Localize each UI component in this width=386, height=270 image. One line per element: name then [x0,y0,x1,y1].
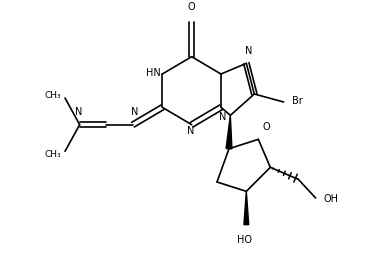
Polygon shape [226,115,232,149]
Text: N: N [130,107,138,117]
Text: CH₃: CH₃ [44,150,61,158]
Text: N: N [74,107,82,117]
Polygon shape [244,191,249,225]
Text: N: N [187,126,194,136]
Text: O: O [262,122,270,132]
Text: N: N [245,46,252,56]
Text: HO: HO [237,235,252,245]
Text: N: N [219,112,226,122]
Text: Br: Br [292,96,302,106]
Text: O: O [188,2,195,12]
Text: HN: HN [146,68,161,78]
Text: CH₃: CH₃ [44,91,61,100]
Text: OH: OH [323,194,339,204]
